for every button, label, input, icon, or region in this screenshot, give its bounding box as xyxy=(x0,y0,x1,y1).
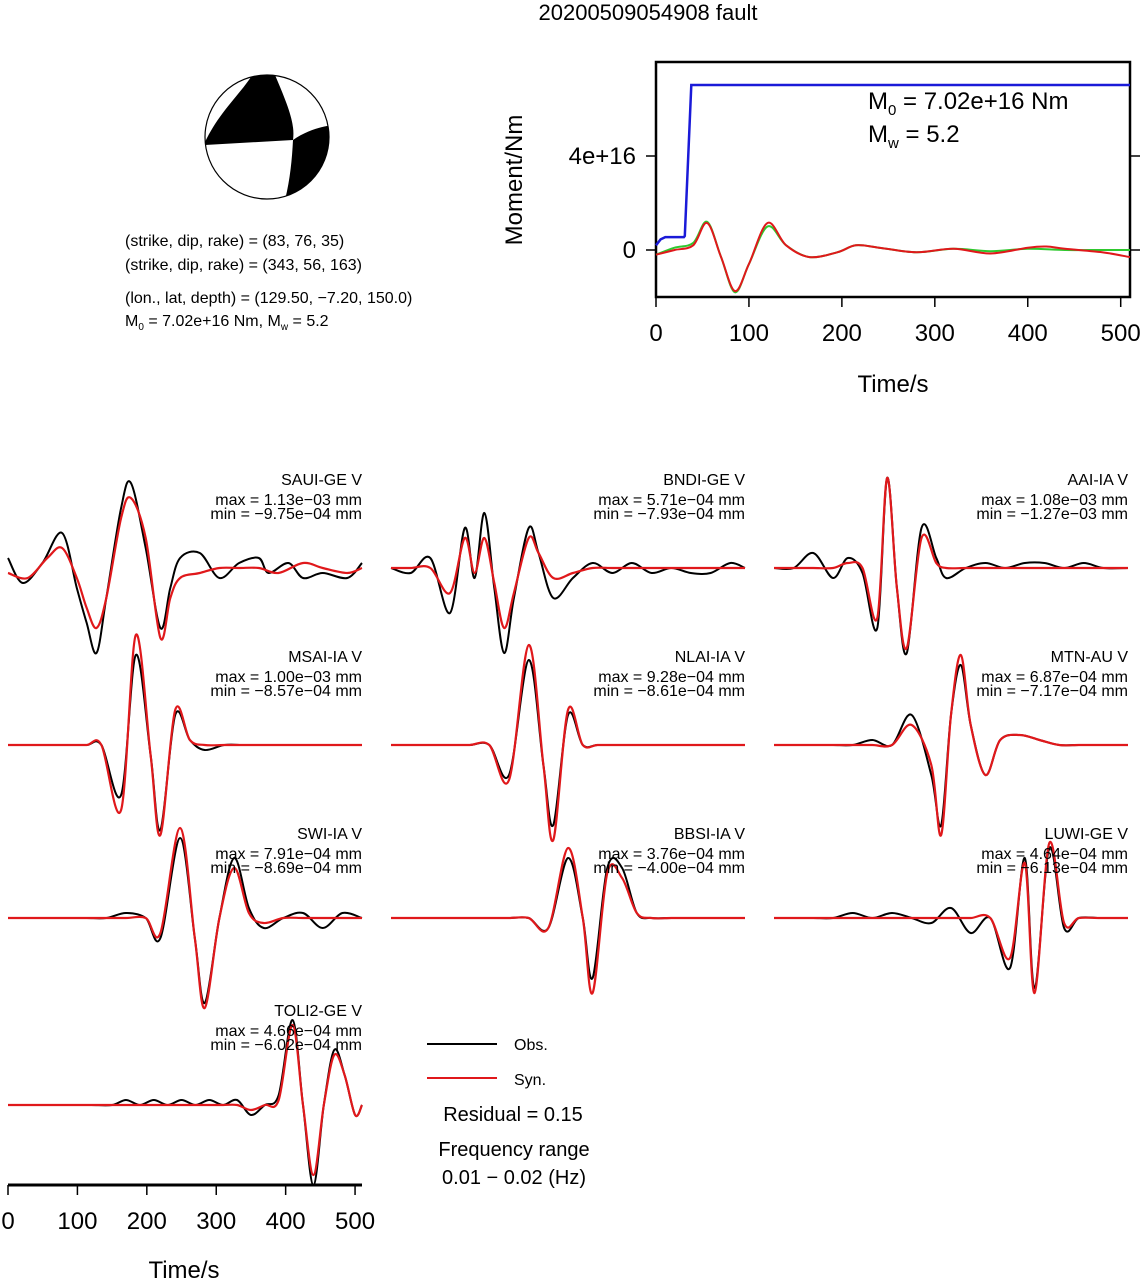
station-label: MSAI-IA V xyxy=(288,649,362,666)
bottom-xtick-label: 300 xyxy=(196,1208,236,1235)
station-label: AAI-IA V xyxy=(1068,472,1129,489)
bottom-xtick-label: 200 xyxy=(127,1208,167,1235)
stf-series-line xyxy=(655,220,1130,294)
station-label: SWI-IA V xyxy=(297,826,362,843)
freq-title: Frequency range xyxy=(438,1139,589,1161)
bottom-xlabel: Time/s xyxy=(148,1257,219,1281)
stf-m0-label: M0 = 7.02e+16 Nm xyxy=(868,88,1068,119)
stf-xtick-label: 500 xyxy=(1101,320,1141,347)
stf-xtick-label: 200 xyxy=(822,320,862,347)
bottom-xtick-label: 0 xyxy=(1,1208,14,1235)
synthetic-trace xyxy=(7,1023,363,1177)
stf-ytick-label: 0 xyxy=(623,237,636,264)
min-amplitude: min = −8.69e−04 mm xyxy=(210,860,362,877)
legend: Obs. Syn. Residual = 0.15 Frequency rang… xyxy=(427,1037,590,1189)
stf-xtick-label: 400 xyxy=(1008,320,1048,347)
max-amplitude: max = 7.91e−04 mm xyxy=(215,846,362,863)
station-label: MTN-AU V xyxy=(1051,649,1129,666)
stf-xlabel: Time/s xyxy=(857,371,928,398)
bottom-xtick-label: 100 xyxy=(57,1208,97,1235)
synthetic-trace xyxy=(7,496,363,641)
moment-rate-panel: 0 100 200 300 400 500 0 4e+16 xyxy=(569,60,1141,347)
max-amplitude: max = 4.64e−04 mm xyxy=(981,846,1128,863)
legend-obs: Obs. xyxy=(514,1037,548,1054)
stf-xtick-label: 100 xyxy=(729,320,769,347)
residual: Residual = 0.15 xyxy=(443,1104,583,1126)
max-amplitude: max = 3.76e−04 mm xyxy=(598,846,745,863)
nodal-plane-1: (strike, dip, rake) = (83, 76, 35) xyxy=(125,233,344,250)
observed-trace xyxy=(773,476,1129,656)
min-amplitude: min = −1.27e−03 mm xyxy=(976,506,1128,523)
observed-trace xyxy=(7,480,363,655)
synthetic-trace xyxy=(391,643,745,843)
stf-frame xyxy=(654,60,1132,299)
max-amplitude: max = 1.08e−03 mm xyxy=(981,492,1128,509)
max-amplitude: max = 1.00e−03 mm xyxy=(215,669,362,686)
stf-xtick-label: 0 xyxy=(649,320,662,347)
max-amplitude: max = 5.71e−04 mm xyxy=(598,492,745,509)
synthetic-trace xyxy=(774,840,1128,995)
min-amplitude: min = −6.02e−04 mm xyxy=(210,1037,362,1054)
synthetic-trace xyxy=(774,653,1128,837)
synthetic-trace xyxy=(391,846,745,995)
max-amplitude: max = 4.66e−04 mm xyxy=(215,1023,362,1040)
stf-mw-label: Mw = 5.2 xyxy=(868,121,960,152)
figure-title: 20200509054908 fault xyxy=(539,0,758,25)
stf-series-line xyxy=(655,83,1130,247)
synthetic-trace xyxy=(8,826,362,1010)
max-amplitude: max = 1.13e−03 mm xyxy=(215,492,362,509)
station-label: LUWI-GE V xyxy=(1044,826,1128,843)
bottom-time-axis: 0 100 200 300 400 500 xyxy=(1,1183,375,1235)
min-amplitude: min = −6.13e−04 mm xyxy=(976,860,1128,877)
bottom-xtick-label: 500 xyxy=(335,1208,375,1235)
nodal-plane-2: (strike, dip, rake) = (343, 56, 163) xyxy=(125,257,362,274)
stf-ytick-label: 4e+16 xyxy=(569,143,636,170)
observed-trace xyxy=(390,511,746,655)
event-moment: M0 = 7.02e+16 Nm, Mw = 5.2 xyxy=(125,313,329,333)
max-amplitude: max = 9.28e−04 mm xyxy=(598,669,745,686)
min-amplitude: min = −9.75e−04 mm xyxy=(210,506,362,523)
min-amplitude: min = −8.61e−04 mm xyxy=(593,683,745,700)
min-amplitude: min = −4.00e−04 mm xyxy=(593,860,745,877)
freq-range: 0.01 − 0.02 (Hz) xyxy=(442,1167,586,1189)
legend-syn: Syn. xyxy=(514,1072,546,1089)
synthetic-trace xyxy=(8,633,362,837)
beachball xyxy=(204,74,330,200)
stf-ylabel: Moment/Nm xyxy=(501,115,528,246)
station-label: TOLI2-GE V xyxy=(274,1003,362,1020)
station-label: BNDI-GE V xyxy=(663,472,745,489)
synthetic-trace xyxy=(774,476,1128,651)
station-label: SAUI-GE V xyxy=(281,472,362,489)
max-amplitude: max = 6.87e−04 mm xyxy=(981,669,1128,686)
station-label: NLAI-IA V xyxy=(675,649,746,666)
stf-xtick-label: 300 xyxy=(915,320,955,347)
event-location: (lon., lat, depth) = (129.50, −7.20, 150… xyxy=(125,290,412,307)
bottom-xtick-label: 400 xyxy=(266,1208,306,1235)
synthetic-trace xyxy=(391,535,745,630)
min-amplitude: min = −8.57e−04 mm xyxy=(210,683,362,700)
min-amplitude: min = −7.17e−04 mm xyxy=(976,683,1128,700)
stf-series-line xyxy=(655,221,1131,293)
station-label: BBSI-IA V xyxy=(674,826,745,843)
min-amplitude: min = −7.93e−04 mm xyxy=(593,506,745,523)
